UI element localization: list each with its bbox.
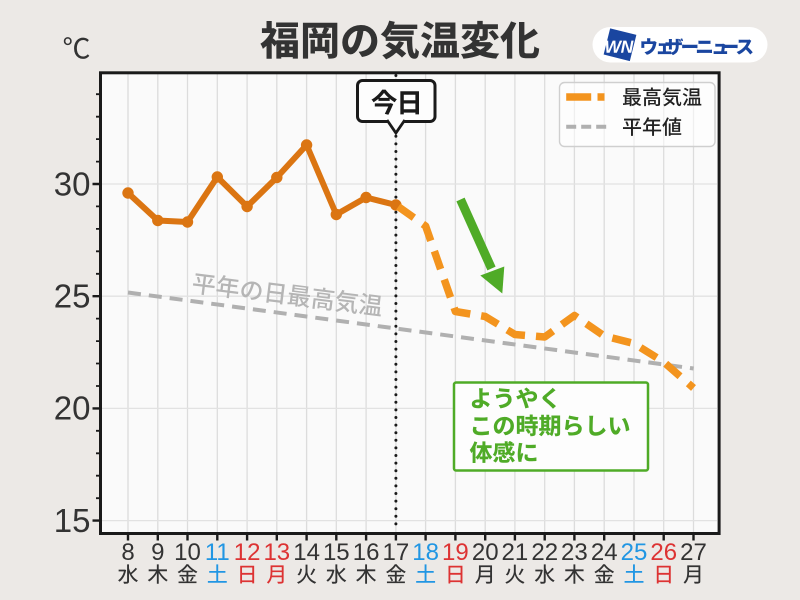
svg-text:11: 11 — [205, 539, 230, 566]
svg-text:24: 24 — [591, 539, 618, 566]
svg-text:18: 18 — [412, 539, 439, 566]
svg-text:25: 25 — [54, 278, 91, 315]
svg-text:22: 22 — [531, 539, 558, 566]
svg-text:12: 12 — [234, 539, 261, 566]
svg-text:25: 25 — [621, 539, 648, 566]
svg-text:30: 30 — [54, 165, 91, 202]
svg-text:21: 21 — [502, 539, 529, 566]
svg-text:17: 17 — [383, 539, 410, 566]
svg-text:9: 9 — [151, 539, 164, 566]
svg-text:10: 10 — [174, 539, 201, 566]
svg-text:16: 16 — [353, 539, 380, 566]
svg-text:20: 20 — [472, 539, 499, 566]
svg-text:13: 13 — [263, 539, 290, 566]
svg-text:15: 15 — [323, 539, 350, 566]
svg-text:26: 26 — [650, 539, 677, 566]
svg-text:14: 14 — [293, 539, 320, 566]
svg-text:8: 8 — [121, 539, 134, 566]
svg-text:19: 19 — [442, 539, 469, 566]
svg-text:27: 27 — [680, 539, 707, 566]
svg-text:15: 15 — [54, 502, 91, 539]
svg-text:23: 23 — [561, 539, 588, 566]
svg-text:20: 20 — [54, 390, 91, 427]
